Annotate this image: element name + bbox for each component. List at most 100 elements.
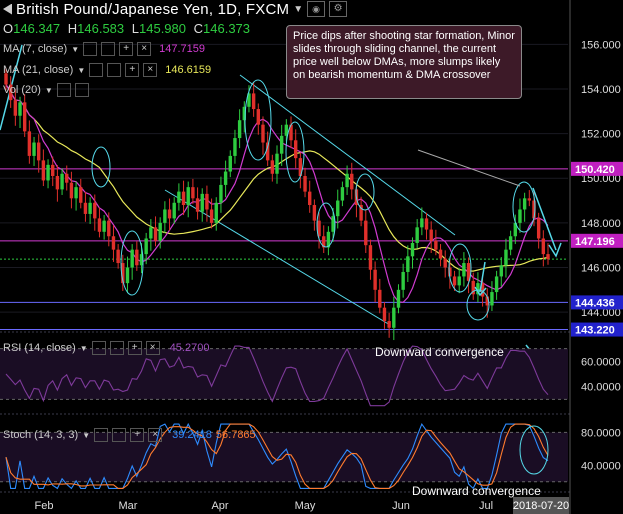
chevron-down-icon[interactable]: ▼ (79, 343, 88, 353)
add-icon[interactable]: + (125, 63, 140, 77)
highlight-ellipse (316, 202, 336, 248)
highlight-ellipse (512, 181, 536, 233)
settings-icon[interactable] (107, 63, 122, 77)
candle-body (452, 276, 457, 286)
candle-body (251, 93, 256, 110)
title-row: British Pound/Japanese Yen, 1D, FXCM ▼ ◉… (3, 0, 348, 18)
settings-icon[interactable] (74, 83, 89, 97)
candle-body (121, 263, 125, 284)
close-icon[interactable]: × (145, 341, 160, 355)
price-tick-label: 152.000 (581, 129, 621, 141)
candle-body (233, 138, 237, 156)
price-level-tag (571, 233, 623, 248)
stoch-d-line (5, 423, 549, 489)
stoch-tick-label: 80.0000 (581, 427, 621, 439)
chevron-down-icon[interactable]: ▼ (71, 44, 80, 54)
ma7-path (5, 84, 549, 303)
price-level-label: 143.220 (575, 325, 615, 337)
candle-body (130, 249, 134, 268)
candle-body (177, 191, 181, 203)
annotation-callout: Price dips after shooting star formation… (286, 25, 522, 99)
close-icon[interactable]: × (137, 42, 152, 56)
highlight-ellipse (91, 146, 111, 188)
ma7-label[interactable]: MA (7, close) (3, 43, 68, 55)
chevron-down-icon[interactable]: ▼ (77, 65, 86, 75)
candle-body (541, 238, 546, 255)
ohlc-high-value: 146.583 (77, 21, 125, 36)
visibility-icon[interactable] (89, 63, 104, 77)
stoch-header: Stoch (14, 3, 3) ▼ + × 39.2418 56.7865 (3, 428, 256, 442)
chevron-down-icon[interactable]: ▼ (44, 85, 53, 95)
candle-body (340, 187, 345, 201)
vol-label[interactable]: Vol (20) (3, 84, 41, 96)
candle-body (504, 249, 508, 266)
candle-body (350, 173, 354, 190)
candle-body (336, 200, 340, 217)
candle-body (345, 173, 349, 188)
candle-body (209, 209, 214, 223)
candle-body (191, 187, 195, 199)
candle-body (111, 236, 116, 250)
candle-body (480, 283, 485, 297)
candle-body (79, 187, 83, 203)
close-icon[interactable]: × (148, 428, 163, 442)
callout-pointer (417, 149, 521, 187)
candle-body (261, 124, 265, 143)
stoch-label[interactable]: Stoch (14, 3, 3) (3, 429, 79, 441)
ohlc-open-label: O (3, 21, 14, 36)
candle-body (265, 142, 270, 161)
candle-body (69, 182, 74, 199)
add-icon[interactable]: + (127, 341, 142, 355)
chart-header: British Pound/Japanese Yen, 1D, FXCM ▼ ◉… (0, 0, 560, 110)
candle-body (378, 289, 382, 308)
candle-body (270, 160, 275, 174)
arrow-shaft (532, 187, 557, 251)
candle-body (499, 265, 503, 277)
candle-body (22, 102, 27, 132)
symbol-title[interactable]: British Pound/Japanese Yen, 1D, FXCM (16, 0, 290, 18)
chevron-down-icon[interactable]: ▼ (293, 3, 304, 15)
add-icon[interactable]: + (130, 428, 145, 442)
price-tick-label: 146.000 (581, 263, 621, 275)
price-level-tag (571, 161, 623, 176)
candle-body (144, 238, 148, 255)
price-level-tag (571, 322, 623, 337)
rsi-label[interactable]: RSI (14, close) (3, 342, 76, 354)
candle-body (424, 218, 429, 230)
add-icon[interactable]: + (119, 42, 134, 56)
visibility-icon[interactable]: ◉ (307, 1, 326, 17)
rsi-panel: 60.0000 40.0000 (0, 345, 621, 407)
candle-body (443, 258, 447, 268)
price-tick-label: 144.000 (581, 307, 621, 319)
candle-body (97, 218, 102, 232)
ma7-line (5, 84, 549, 303)
ma7-row: MA (7, close) ▼ + × 147.7159 (3, 42, 205, 56)
stoch-panel: 80.0000 40.0000 (0, 422, 621, 490)
highlight-ellipse (120, 230, 144, 296)
settings-icon[interactable] (101, 42, 116, 56)
pattern-highlights (91, 79, 536, 321)
chevron-down-icon[interactable]: ▼ (82, 430, 91, 440)
visibility-icon[interactable] (83, 42, 98, 56)
collapse-icon[interactable] (3, 4, 12, 15)
price-level-label: 144.436 (575, 297, 615, 309)
candle-body (415, 227, 419, 243)
settings-icon[interactable] (112, 428, 127, 442)
settings-icon[interactable]: ⚙ (329, 1, 348, 17)
ohlc-open-value: 146.347 (13, 21, 61, 36)
ma21-label[interactable]: MA (21, close) (3, 64, 74, 76)
visibility-icon[interactable] (94, 428, 109, 442)
settings-icon[interactable] (109, 341, 124, 355)
candle-body (135, 249, 139, 266)
time-tick-label: Apr (211, 500, 228, 512)
ohlc-low-value: 145.980 (139, 21, 186, 36)
candle-body (396, 289, 401, 308)
current-date-label: 2018-07-20 (513, 500, 569, 512)
close-icon[interactable]: × (143, 63, 158, 77)
visibility-icon[interactable] (91, 341, 106, 355)
time-tick-label: Mar (119, 500, 138, 512)
candle-body (88, 202, 92, 214)
visibility-icon[interactable] (56, 83, 71, 97)
time-tick-label: Feb (35, 500, 54, 512)
